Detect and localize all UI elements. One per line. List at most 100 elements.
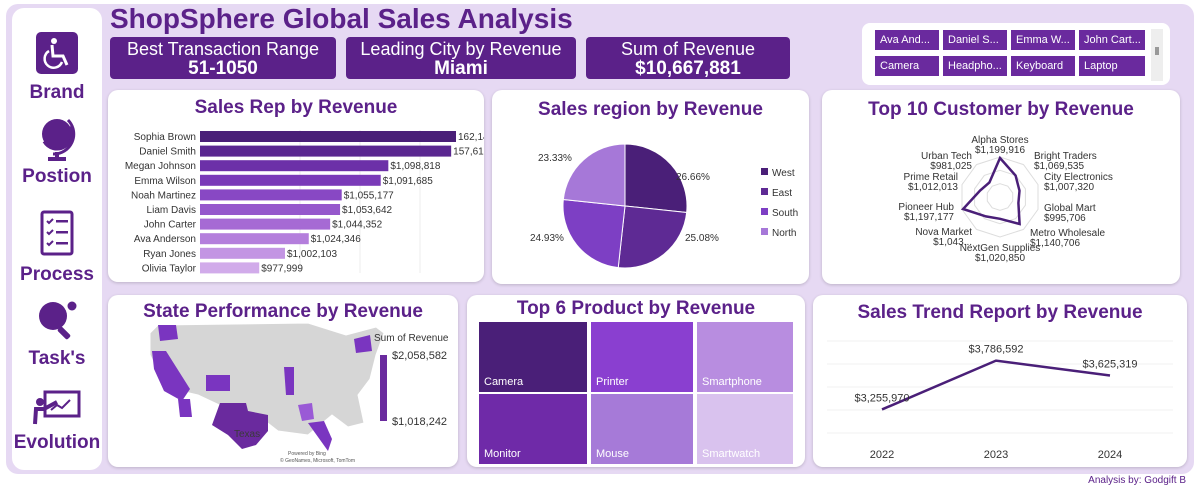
bar-category-label: Sophia Brown (134, 132, 196, 143)
pie-slice (562, 198, 626, 269)
nav-label: Task's (28, 348, 86, 369)
radar-axis-label: Nova Market (915, 227, 972, 238)
bar-value-label: $1,024,346 (311, 234, 361, 245)
state-illinois[interactable] (284, 367, 294, 395)
nav-item-brand[interactable]: Brand (12, 32, 102, 104)
ping-pong-icon (39, 301, 77, 340)
treemap-tile[interactable]: Mouse (591, 394, 693, 464)
presentation-icon (33, 390, 81, 425)
treemap-tile[interactable]: Smartphone (697, 322, 793, 392)
nav-item-postion[interactable]: Postion (12, 114, 102, 188)
slicer-chip[interactable]: John Cart... (1079, 30, 1145, 50)
radar-axis-label: Urban Tech (921, 151, 972, 162)
bar-value-label: $1,044,352 (332, 220, 382, 231)
scrollbar-thumb[interactable] (1155, 47, 1159, 55)
x-tick-label: 2024 (1098, 449, 1122, 461)
globe-icon (42, 118, 76, 161)
state-texas[interactable] (212, 403, 268, 449)
radar-grid (974, 169, 1026, 225)
bar (200, 247, 285, 259)
pie-slice-label: 26.66% (676, 172, 710, 183)
state-florida[interactable] (308, 421, 332, 451)
state-arizona[interactable] (178, 399, 192, 417)
nav-label: Evolution (13, 432, 101, 453)
bar-value-label: $1,098,818 (390, 161, 440, 172)
bar-category-label: Olivia Taylor (142, 263, 197, 274)
state-washington[interactable] (158, 325, 178, 341)
slicer-chip[interactable]: Ava And... (875, 30, 939, 50)
kpi-card-transaction-range: Best Transaction Range 51-1050 (110, 37, 336, 79)
legend-gradient (380, 355, 387, 421)
chart-title: Sales region by Revenue (538, 99, 763, 120)
radar-grid (986, 183, 1014, 211)
sales-rep-panel: Sales Rep by Revenue Sophia Brown 162,144… (108, 90, 484, 282)
radar-axis-label: Alpha Stores (971, 135, 1028, 146)
top-customer-chart: Alpha Stores$1,199,916 Bright Traders $1,0… (898, 135, 1113, 264)
radar-axis-label: NextGen Supplies (960, 243, 1041, 254)
top-product-panel: Top 6 Product by Revenue Camera Printer … (467, 295, 805, 467)
radar-axis-label: Bright Traders (1034, 151, 1097, 162)
kpi-card-sum-revenue: Sum of Revenue $10,667,881 (586, 37, 790, 79)
slicer-chip[interactable]: Daniel S... (943, 30, 1007, 50)
top-customer-panel: Top 10 Customer by Revenue Alpha Stores $… (822, 90, 1180, 284)
sales-trend-panel: Sales Trend Report by Revenue 2022 $3,255… (813, 295, 1187, 467)
bar-category-label: John Carter (144, 220, 197, 231)
bar-value-label: 157,615 (453, 147, 484, 158)
pie-slice-label: 23.33% (538, 153, 572, 164)
radar-value-label: $1,140,706 (1030, 238, 1080, 249)
legend-label: East (772, 188, 792, 199)
radar-value-label: $1,199,916 (975, 145, 1025, 156)
treemap-tile[interactable]: Smartwatch (697, 394, 793, 464)
slicer-chip[interactable]: Emma W... (1011, 30, 1075, 50)
kpi-label: Best Transaction Range (126, 39, 320, 59)
bar (200, 174, 381, 186)
radar-value-label: $1,020,850 (975, 253, 1025, 264)
pie-slice-label: 24.93% (530, 233, 564, 244)
state-colorado[interactable] (206, 375, 230, 391)
slicer-chip[interactable]: Laptop (1079, 56, 1145, 76)
nav-item-evolution[interactable]: Evolution (12, 390, 102, 454)
bar-category-label: Liam Davis (147, 205, 196, 216)
bar-category-label: Emma Wilson (134, 176, 196, 187)
bar-value-label: $1,055,177 (344, 190, 394, 201)
radar-series-line (960, 155, 1021, 226)
bar (200, 233, 309, 245)
bar-category-label: Daniel Smith (139, 147, 196, 158)
nav-item-tasks[interactable]: Task's (12, 298, 102, 370)
slicer-chip[interactable]: Keyboard (1011, 56, 1075, 76)
kpi-value: 51-1050 (188, 58, 258, 79)
state-california[interactable] (152, 351, 190, 401)
treemap-tile[interactable]: Monitor (479, 394, 587, 464)
pie-slice (617, 205, 688, 269)
map-attribution: © GeoNames, Microsoft, TomTom (280, 457, 355, 464)
slicer-chip[interactable]: Camera (875, 56, 939, 76)
treemap-tile[interactable]: Printer (591, 322, 693, 392)
legend-label: South (772, 208, 798, 219)
nav-item-process[interactable]: Process (12, 210, 102, 286)
bar-category-label: Ava Anderson (134, 234, 196, 245)
sales-trend-chart: 2022 $3,255,970 2023 $3,786,592 2024 $3,625,3… (827, 340, 1173, 461)
legend-swatch (761, 168, 768, 175)
bar (200, 189, 342, 201)
radar-axis-label: Pioneer Hub (898, 202, 954, 213)
checklist-icon (40, 210, 74, 256)
radar-axis-label: Prime Retail (904, 172, 958, 183)
bar-value-label: 162,144 (458, 132, 484, 143)
slicer-chip[interactable]: Headpho... (943, 56, 1007, 76)
tile-label: Mouse (596, 448, 630, 460)
data-label: $3,255,970 (854, 392, 909, 404)
chart-title: Sales Rep by Revenue (194, 97, 398, 118)
state-new-york[interactable] (354, 335, 372, 353)
chart-title: Sales Trend Report by Revenue (857, 302, 1143, 323)
state-georgia[interactable] (298, 403, 314, 421)
dashboard-title: ShopSphere Global Sales Analysis (110, 3, 573, 34)
bar-category-label: Megan Johnson (125, 161, 196, 172)
slicer-scrollbar[interactable] (1151, 29, 1163, 81)
chart-title: Top 10 Customer by Revenue (868, 99, 1134, 120)
treemap-tile[interactable]: Camera (479, 322, 587, 392)
legend-label: North (772, 228, 796, 239)
kpi-label: Leading City by Revenue (360, 39, 562, 59)
bar-value-label: $1,091,685 (383, 176, 433, 187)
us-map (149, 322, 385, 451)
chart-title: Top 6 Product by Revenue (516, 298, 756, 319)
